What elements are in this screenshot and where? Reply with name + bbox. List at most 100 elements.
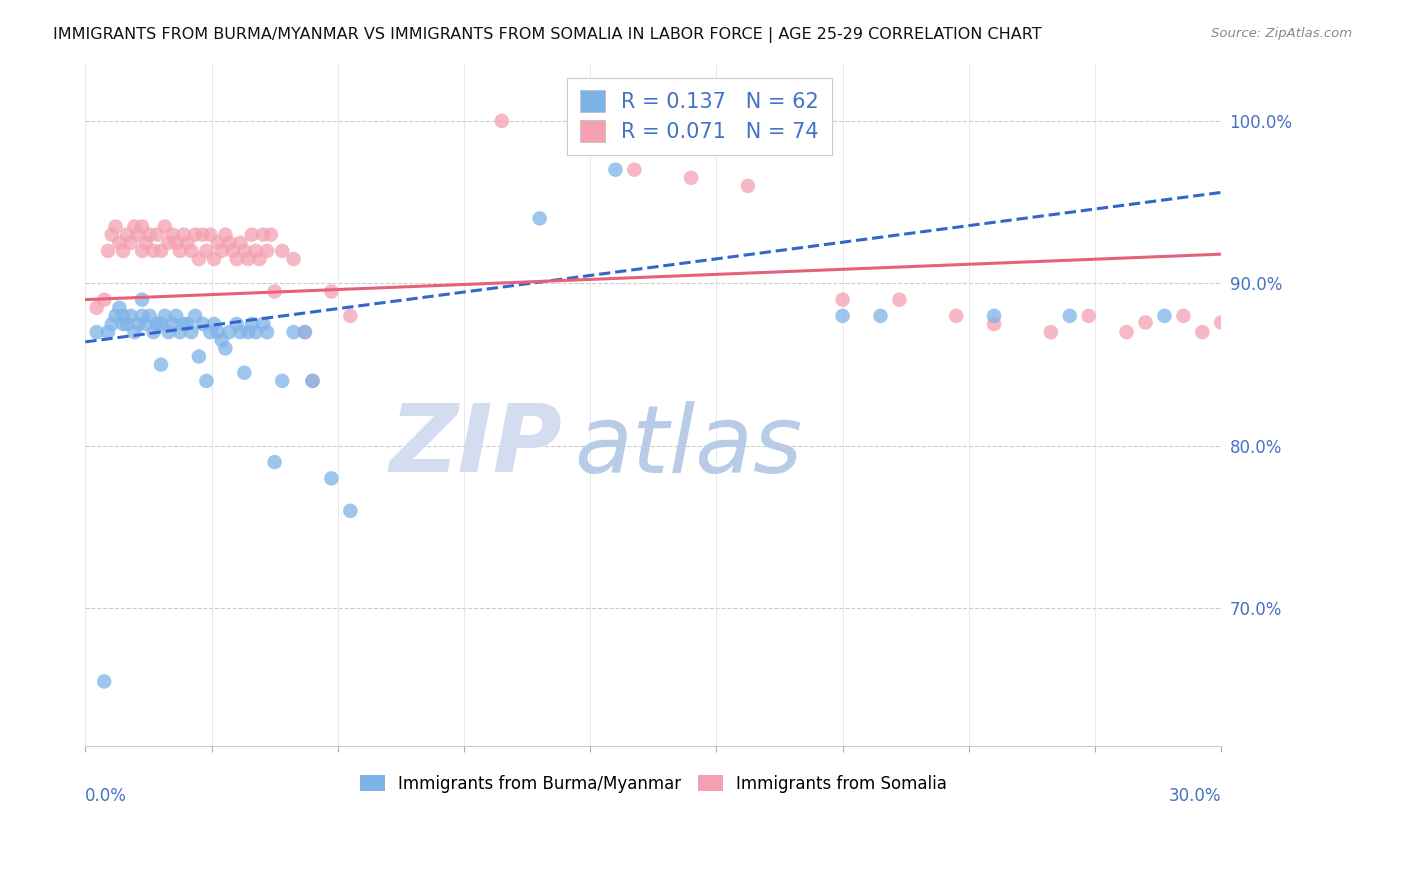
Point: [112, 244, 135, 258]
Legend: R = 0.137   N = 62, R = 0.071   N = 74: R = 0.137 N = 62, R = 0.071 N = 74: [567, 78, 831, 154]
Point: [165, 309, 187, 323]
Point: [101, 227, 124, 242]
Point: [1211, 315, 1233, 329]
Point: [1039, 325, 1062, 339]
Point: [229, 235, 252, 250]
Point: [142, 244, 165, 258]
Point: [138, 309, 160, 323]
Point: [135, 235, 157, 250]
Point: [218, 235, 240, 250]
Point: [869, 309, 891, 323]
Point: [150, 244, 173, 258]
Point: [127, 227, 149, 242]
Point: [214, 227, 236, 242]
Point: [252, 317, 274, 331]
Point: [176, 235, 198, 250]
Point: [283, 252, 305, 266]
Point: [131, 293, 153, 307]
Point: [112, 309, 135, 323]
Point: [86, 325, 108, 339]
Text: 30.0%: 30.0%: [1168, 788, 1222, 805]
Point: [491, 114, 513, 128]
Point: [1191, 325, 1213, 339]
Point: [124, 219, 146, 234]
Point: [191, 227, 214, 242]
Point: [1153, 309, 1175, 323]
Point: [661, 114, 683, 128]
Point: [252, 227, 274, 242]
Point: [184, 227, 207, 242]
Point: [187, 252, 209, 266]
Point: [86, 301, 108, 315]
Text: IMMIGRANTS FROM BURMA/MYANMAR VS IMMIGRANTS FROM SOMALIA IN LABOR FORCE | AGE 25: IMMIGRANTS FROM BURMA/MYANMAR VS IMMIGRA…: [53, 27, 1042, 43]
Point: [301, 374, 323, 388]
Point: [256, 244, 278, 258]
Point: [605, 162, 627, 177]
Point: [115, 227, 138, 242]
Text: Source: ZipAtlas.com: Source: ZipAtlas.com: [1212, 27, 1353, 40]
Text: ZIP: ZIP: [389, 401, 562, 492]
Point: [101, 317, 124, 331]
Text: 0.0%: 0.0%: [86, 788, 127, 805]
Point: [104, 309, 127, 323]
Point: [271, 374, 294, 388]
Point: [945, 309, 967, 323]
Point: [184, 309, 207, 323]
Point: [225, 252, 247, 266]
Point: [339, 504, 361, 518]
Point: [97, 244, 120, 258]
Point: [339, 309, 361, 323]
Point: [173, 317, 195, 331]
Point: [153, 309, 176, 323]
Point: [529, 211, 551, 226]
Point: [112, 317, 135, 331]
Point: [169, 325, 191, 339]
Point: [207, 325, 229, 339]
Point: [229, 325, 252, 339]
Point: [180, 244, 202, 258]
Point: [135, 317, 157, 331]
Point: [195, 374, 218, 388]
Point: [150, 358, 173, 372]
Point: [131, 244, 153, 258]
Point: [127, 317, 149, 331]
Point: [169, 244, 191, 258]
Point: [1249, 325, 1271, 339]
Point: [240, 317, 263, 331]
Point: [211, 244, 233, 258]
Point: [1135, 315, 1157, 329]
Point: [150, 317, 173, 331]
Point: [889, 293, 911, 307]
Point: [97, 325, 120, 339]
Point: [162, 227, 184, 242]
Point: [236, 325, 259, 339]
Point: [233, 244, 256, 258]
Point: [104, 219, 127, 234]
Point: [256, 325, 278, 339]
Point: [180, 325, 202, 339]
Point: [146, 227, 169, 242]
Point: [202, 317, 225, 331]
Point: [1229, 309, 1251, 323]
Point: [200, 227, 222, 242]
Point: [165, 235, 187, 250]
Point: [120, 309, 142, 323]
Point: [157, 325, 180, 339]
Point: [263, 285, 285, 299]
Point: [240, 227, 263, 242]
Point: [1173, 309, 1195, 323]
Point: [131, 309, 153, 323]
Point: [146, 317, 169, 331]
Point: [218, 325, 240, 339]
Point: [211, 333, 233, 347]
Point: [294, 325, 316, 339]
Point: [1115, 325, 1137, 339]
Point: [567, 114, 589, 128]
Point: [321, 285, 343, 299]
Point: [260, 227, 283, 242]
Point: [93, 293, 115, 307]
Point: [207, 235, 229, 250]
Point: [162, 317, 184, 331]
Point: [124, 325, 146, 339]
Point: [249, 252, 271, 266]
